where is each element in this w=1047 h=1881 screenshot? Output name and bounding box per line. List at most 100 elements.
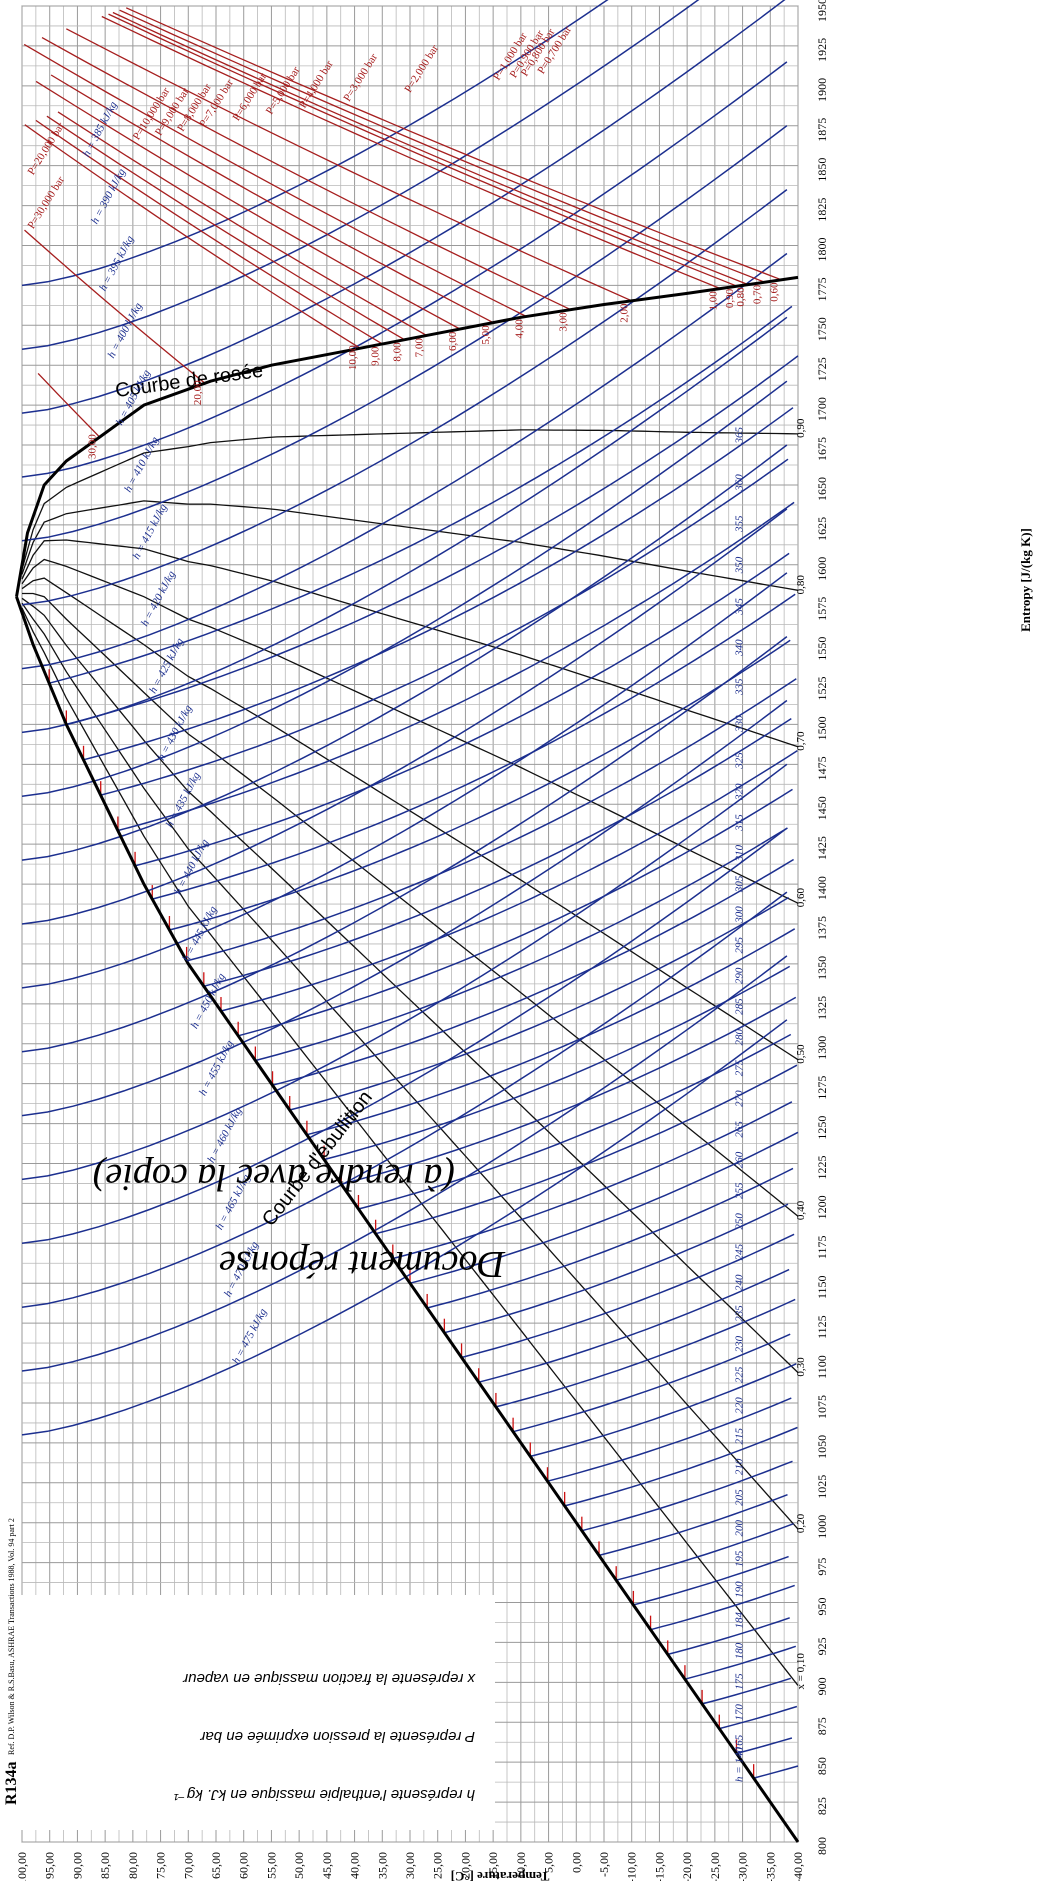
isenthalp-label-liquid: 275 bbox=[734, 1059, 746, 1076]
temperature-tick-label: 85,00 bbox=[98, 1852, 112, 1879]
isenthalp-line-liquid bbox=[306, 928, 796, 1136]
isenthalp-line-vapor bbox=[21, 763, 788, 1181]
temperature-tick-label: 0,00 bbox=[569, 1852, 583, 1873]
isenthalp-label-liquid: 295 bbox=[734, 936, 746, 953]
temperature-tick-label: 80,00 bbox=[126, 1852, 140, 1879]
isenthalp-line-liquid bbox=[289, 896, 789, 1111]
entropy-tick-label: 850 bbox=[815, 1757, 829, 1775]
isenthalp-line-liquid bbox=[512, 1333, 791, 1433]
isobar-line bbox=[24, 124, 361, 349]
legend-box bbox=[20, 1595, 495, 1830]
isobar-line bbox=[35, 119, 383, 345]
isenthalp-label-liquid: 360 bbox=[734, 474, 746, 492]
isenthalp-label-liquid: 325 bbox=[734, 752, 746, 770]
isenthalp-line-liquid bbox=[581, 1460, 793, 1532]
entropy-tick-label: 1275 bbox=[815, 1076, 829, 1100]
quality-label: 0,20 bbox=[795, 1513, 807, 1533]
entropy-tick-label: 800 bbox=[815, 1837, 829, 1855]
isenthalp-label-liquid: 285 bbox=[734, 998, 746, 1015]
quality-label: 0,60 bbox=[795, 887, 807, 907]
entropy-tick-label: 1475 bbox=[815, 756, 829, 780]
isenthalp-line-liquid bbox=[66, 355, 799, 726]
isenthalp-label-liquid: 265 bbox=[734, 1121, 746, 1138]
temperature-tick-label: -25,00 bbox=[708, 1852, 722, 1881]
entropy-tick-label: 1250 bbox=[815, 1116, 829, 1140]
isobar-line bbox=[125, 7, 782, 281]
entropy-tick-label: 1300 bbox=[815, 1036, 829, 1060]
isenthalp-label-liquid: 245 bbox=[734, 1243, 746, 1260]
entropy-tick-label: 900 bbox=[815, 1677, 829, 1695]
isenthalp-label-liquid: 205 bbox=[734, 1489, 746, 1506]
entropy-tick-label: 925 bbox=[815, 1637, 829, 1655]
isenthalp-label-liquid: 345 bbox=[734, 598, 746, 616]
isenthalp-label-liquid: 195 bbox=[734, 1550, 746, 1567]
entropy-tick-label: 1950 bbox=[815, 0, 829, 22]
entropy-tick-label: 1100 bbox=[815, 1355, 829, 1379]
isenthalp-line-liquid bbox=[719, 1705, 798, 1730]
entropy-tick-label: 975 bbox=[815, 1558, 829, 1576]
isenthalp-line-vapor bbox=[21, 125, 788, 542]
isenthalp-label-liquid: 230 bbox=[734, 1335, 746, 1352]
isobar-line bbox=[112, 11, 749, 286]
temperature-tick-label: 20,00 bbox=[458, 1852, 472, 1879]
quality-label: 0,50 bbox=[795, 1044, 807, 1064]
isenthalp-label-liquid: 310 bbox=[734, 844, 746, 862]
temperature-tick-label: 5,00 bbox=[542, 1852, 556, 1873]
isenthalp-label-liquid: 225 bbox=[734, 1366, 746, 1383]
isobar-label: 7,00 bbox=[414, 338, 426, 358]
isobar-label: 1,00 bbox=[707, 291, 719, 311]
entropy-tick-label: 1225 bbox=[815, 1155, 829, 1179]
isenthalp-line-liquid bbox=[478, 1268, 790, 1383]
isenthalp-line-liquid bbox=[358, 1033, 792, 1210]
isenthalp-line-liquid bbox=[49, 305, 793, 684]
isenthalp-line-liquid bbox=[134, 552, 790, 867]
isenthalp-line-liquid bbox=[100, 458, 789, 796]
isobar-line bbox=[37, 372, 101, 438]
entropy-tick-label: 1875 bbox=[815, 118, 829, 142]
isenthalp-label-liquid: h = 140 bbox=[734, 1747, 746, 1782]
entropy-tick-label: 825 bbox=[815, 1797, 829, 1815]
isobar-label: 30,00 bbox=[87, 434, 99, 459]
temperature-tick-label: -40,00 bbox=[791, 1852, 805, 1881]
isenthalp-label-liquid: 270 bbox=[734, 1090, 746, 1107]
entropy-tick-label: 1825 bbox=[815, 198, 829, 222]
isenthalp-line-liquid bbox=[83, 407, 794, 761]
isobar-label: 0,90 bbox=[724, 288, 736, 308]
isobar-line bbox=[108, 13, 738, 287]
entropy-tick-label: 1650 bbox=[815, 477, 829, 501]
isenthalp-label-liquid: 200 bbox=[734, 1519, 746, 1536]
entropy-tick-label: 1075 bbox=[815, 1395, 829, 1419]
isenthalp-label-liquid: 220 bbox=[734, 1397, 746, 1414]
entropy-tick-label: 1600 bbox=[815, 557, 829, 581]
isenthalp-label-liquid: 355 bbox=[734, 515, 746, 533]
temperature-tick-label: 90,00 bbox=[70, 1852, 84, 1879]
isenthalp-line-vapor bbox=[21, 61, 788, 478]
isenthalp-label-liquid: 315 bbox=[734, 814, 746, 832]
isenthalp-label-liquid: 290 bbox=[734, 967, 746, 984]
temperature-tick-label: 40,00 bbox=[348, 1852, 362, 1879]
quality-label: 0,80 bbox=[795, 575, 807, 595]
temperature-tick-label: 10,00 bbox=[514, 1852, 528, 1879]
isenthalp-lines bbox=[21, 0, 799, 1779]
temperature-tick-label: 70,00 bbox=[181, 1852, 195, 1879]
isobar-line bbox=[23, 43, 527, 318]
isobar-label: 0,80 bbox=[735, 287, 747, 307]
quality-label: 0,40 bbox=[795, 1200, 807, 1220]
isenthalp-label-liquid: 184 bbox=[734, 1612, 746, 1629]
isenthalp-line-liquid bbox=[598, 1493, 788, 1557]
entropy-tick-label: 1425 bbox=[815, 836, 829, 860]
isenthalp-line-liquid bbox=[444, 1203, 789, 1334]
axes: 100,00 95,00 90,00 85,00 80,00 75,00 70,00 65,0… bbox=[15, 0, 1033, 1881]
entropy-tick-label: 1800 bbox=[815, 237, 829, 261]
isenthalp-label-liquid: 260 bbox=[734, 1151, 746, 1168]
entropy-tick-label: 1175 bbox=[815, 1236, 829, 1260]
isenthalp-line-liquid bbox=[736, 1737, 793, 1755]
entropy-tick-label: 875 bbox=[815, 1717, 829, 1735]
entropy-tick-label: 1450 bbox=[815, 796, 829, 820]
isobar-label: 6,00 bbox=[447, 331, 459, 351]
isenthalp-label-liquid: 340 bbox=[734, 639, 746, 657]
isenthalp-label-liquid: 330 bbox=[734, 715, 746, 733]
isenthalp-line-liquid bbox=[684, 1645, 797, 1680]
temperature-tick-label: -35,00 bbox=[763, 1852, 777, 1881]
